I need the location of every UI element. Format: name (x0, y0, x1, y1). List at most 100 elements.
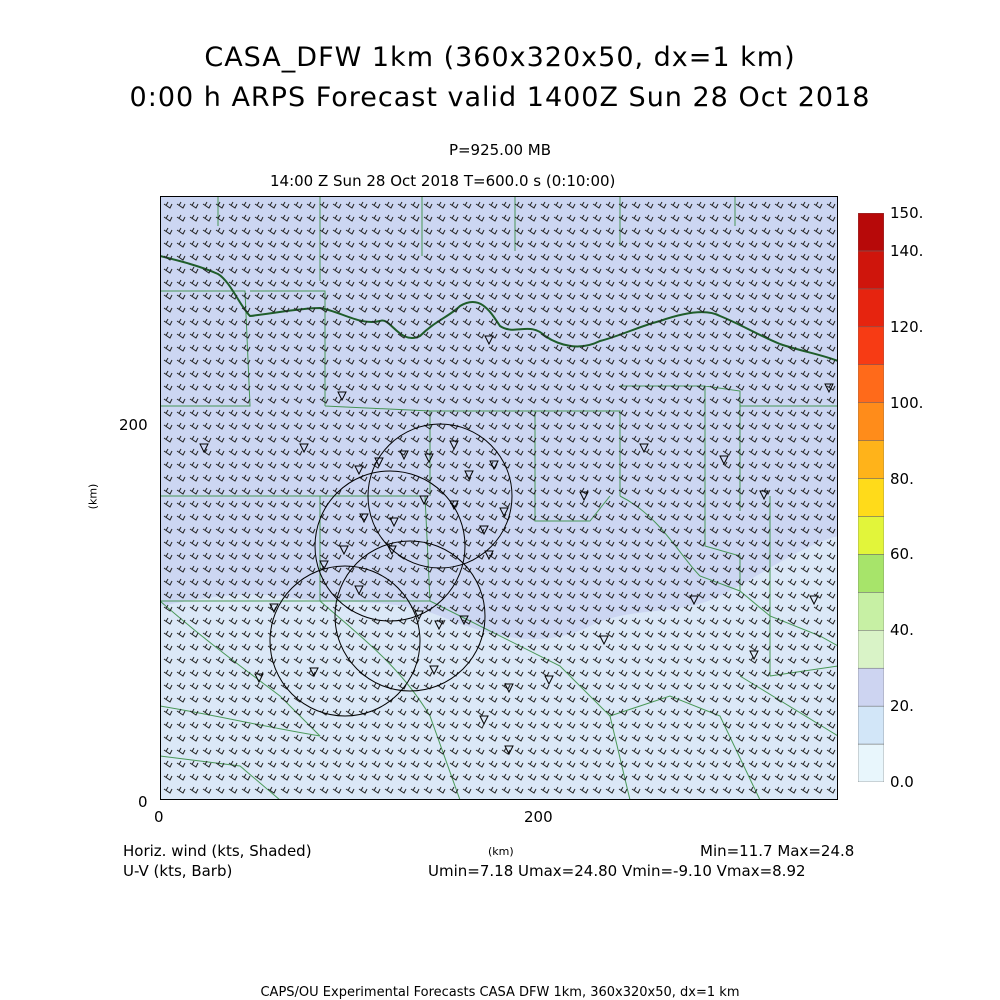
wind-barb (306, 539, 316, 547)
wind-barb (397, 474, 407, 482)
wind-barb (384, 409, 394, 417)
wind-barb (553, 721, 563, 729)
wind-barb (163, 604, 173, 612)
wind-barb (644, 617, 654, 625)
wind-barb (202, 578, 212, 586)
wind-barb (397, 721, 407, 729)
wind-barb (514, 240, 524, 248)
wind-barb (371, 305, 381, 313)
wind-barb (215, 669, 225, 677)
wind-barb (384, 656, 394, 664)
wind-barb (462, 448, 472, 456)
wind-barb (254, 292, 264, 300)
wind-barb (566, 513, 576, 521)
wind-barb (527, 578, 537, 586)
wind-barb (501, 344, 511, 352)
wind-barb (540, 487, 550, 495)
wind-barb (332, 292, 342, 300)
wind-barb (241, 786, 251, 794)
wind-barb (189, 513, 199, 521)
wind-barb (514, 604, 524, 612)
wind-barb (722, 292, 732, 300)
wind-barb (514, 591, 524, 599)
wind-barb (241, 773, 251, 781)
wind-barb (358, 318, 368, 326)
wind-barb (215, 253, 225, 261)
wind-barb (553, 669, 563, 677)
wind-barb (605, 747, 615, 755)
wind-barb (683, 214, 693, 222)
wind-barb (228, 370, 238, 378)
wind-barb (384, 604, 394, 612)
wind-barb (800, 383, 810, 391)
wind-barb (722, 487, 732, 495)
wind-barb (423, 708, 433, 716)
wind-barb (787, 682, 797, 690)
wind-barb (605, 552, 615, 560)
wind-barb (696, 747, 706, 755)
wind-barb (423, 513, 433, 521)
wind-barb (267, 487, 277, 495)
wind-barb (293, 760, 303, 768)
wind-barb (488, 682, 498, 690)
wind-barb (605, 409, 615, 417)
wind-barb (670, 396, 680, 404)
wind-barb (202, 721, 212, 729)
wind-barb (514, 734, 524, 742)
wind-barb (774, 708, 784, 716)
wind-barb (540, 279, 550, 287)
wind-barb (735, 734, 745, 742)
wind-barb (527, 357, 537, 365)
wind-barb (592, 617, 602, 625)
wind-barb (540, 331, 550, 339)
wind-barb (228, 201, 238, 209)
wind-barb (436, 305, 446, 313)
wind-barb (462, 357, 472, 365)
wind-barb (371, 656, 381, 664)
wind-barb (722, 240, 732, 248)
wind-barb (644, 682, 654, 690)
wind-barb (358, 786, 368, 794)
wind-barb (761, 578, 771, 586)
wind-barb (267, 357, 277, 365)
wind-barb (215, 435, 225, 443)
wind-barb (579, 630, 589, 638)
wind-barb (423, 552, 433, 560)
wind-barb (332, 370, 342, 378)
wind-barb (709, 240, 719, 248)
wind-barb (384, 500, 394, 508)
wind-barb (735, 591, 745, 599)
wind-barb (761, 357, 771, 365)
wind-barb (358, 643, 368, 651)
wind-barb (254, 201, 264, 209)
wind-barb (280, 344, 290, 352)
wind-barb (566, 422, 576, 430)
wind-barb (345, 539, 355, 547)
wind-barb (657, 773, 667, 781)
wind-barb (423, 227, 433, 235)
wind-barb (774, 604, 784, 612)
wind-barb (735, 617, 745, 625)
wind-barb (540, 786, 550, 794)
wind-barb (800, 695, 810, 703)
wind-barb (579, 214, 589, 222)
wind-barb (280, 500, 290, 508)
colorbar-label: 40. (890, 621, 914, 640)
wind-barb (800, 201, 810, 209)
wind-barb (202, 565, 212, 573)
wind-barb (176, 422, 186, 430)
wind-barb (501, 461, 511, 469)
wind-barb (592, 747, 602, 755)
wind-barb (254, 578, 264, 586)
wind-barb (748, 214, 758, 222)
wind-barb (657, 565, 667, 573)
wind-barb (267, 669, 277, 677)
wind-barb (371, 370, 381, 378)
wind-barb (319, 396, 329, 404)
wind-barb (657, 630, 667, 638)
wind-barb (735, 383, 745, 391)
wind-barb (189, 396, 199, 404)
wind-barb (488, 643, 498, 651)
wind-barb (735, 487, 745, 495)
wind-barb (423, 435, 433, 443)
